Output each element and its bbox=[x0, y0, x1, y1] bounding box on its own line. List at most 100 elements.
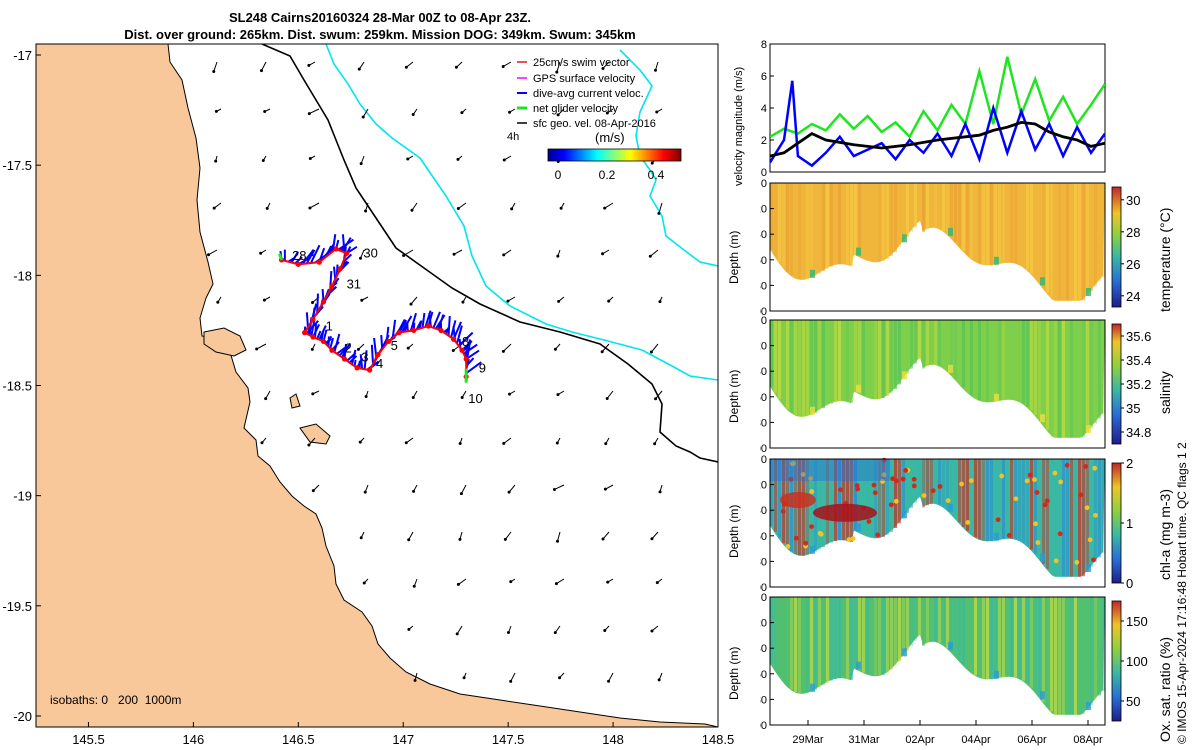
section-streak bbox=[918, 183, 921, 223]
velocity-arrow-head bbox=[404, 441, 408, 445]
section-streak bbox=[806, 320, 809, 417]
chl-point bbox=[911, 476, 917, 482]
current-vector bbox=[316, 330, 322, 340]
section-streak bbox=[930, 459, 933, 504]
day-label: 8 bbox=[462, 334, 469, 349]
section-streak bbox=[782, 183, 785, 268]
section-streak bbox=[1082, 183, 1085, 301]
velocity-arrow-head bbox=[456, 582, 460, 586]
velocity-arrow-head bbox=[212, 206, 216, 210]
velocity-arrow-head bbox=[358, 440, 362, 444]
velocity-arrow-head bbox=[600, 350, 604, 354]
section-deep-patch bbox=[994, 532, 999, 541]
velocity-arrow-head bbox=[456, 207, 460, 211]
chl-point bbox=[1052, 470, 1058, 476]
section-streak bbox=[974, 320, 977, 399]
track-point bbox=[385, 338, 392, 345]
section-streak bbox=[1042, 597, 1045, 702]
legend-glider: net glider velocity bbox=[533, 103, 618, 115]
section-streak bbox=[1046, 459, 1049, 569]
section-streak bbox=[1098, 183, 1101, 282]
section-deep-patch bbox=[1040, 691, 1045, 700]
current-vector bbox=[331, 234, 337, 252]
section-streak bbox=[990, 183, 993, 266]
section-streak bbox=[958, 183, 961, 247]
chl-point bbox=[793, 535, 799, 541]
section-streak bbox=[970, 459, 973, 535]
depth-tick-label: 40 bbox=[760, 643, 767, 655]
section-streak bbox=[982, 183, 985, 265]
current-vector bbox=[421, 312, 426, 328]
section-streak bbox=[814, 183, 817, 276]
section-streak bbox=[994, 597, 997, 679]
velocity-series-line bbox=[770, 56, 1105, 139]
velocity-arrow-head bbox=[264, 397, 268, 401]
section-streak bbox=[882, 183, 885, 261]
velocity-arrow-head bbox=[650, 537, 654, 541]
section-streak bbox=[1018, 183, 1021, 265]
depth-tick-label: 40 bbox=[760, 229, 767, 241]
current-vector bbox=[310, 319, 316, 337]
section-fill bbox=[770, 597, 1105, 715]
velocity-arrow-head bbox=[364, 209, 368, 213]
section-streak bbox=[1066, 320, 1069, 438]
velocity-arrow-head bbox=[655, 581, 659, 585]
map-xtick-label: 148 bbox=[602, 732, 624, 747]
section-streak bbox=[1082, 597, 1085, 715]
velocity-arrow-head bbox=[503, 537, 507, 541]
section-streak bbox=[1050, 597, 1053, 712]
velocity-arrow-head bbox=[311, 301, 315, 305]
depth-tick-label: 0 bbox=[761, 592, 767, 604]
current-vector bbox=[320, 330, 325, 341]
chl-point bbox=[888, 502, 894, 508]
velocity-arrow-head bbox=[411, 113, 415, 117]
chl-point bbox=[846, 537, 852, 542]
chl-point bbox=[999, 473, 1005, 479]
velocity-arrow-head bbox=[654, 397, 658, 401]
current-vector bbox=[447, 315, 451, 336]
chl-point bbox=[880, 479, 885, 484]
section-streak bbox=[894, 597, 897, 667]
section-streak bbox=[774, 597, 777, 670]
section-deep-patch bbox=[856, 384, 861, 393]
track-points bbox=[278, 246, 469, 383]
section-streak bbox=[910, 320, 913, 369]
section-streak bbox=[854, 459, 857, 531]
section-streak bbox=[870, 597, 873, 676]
depth-tick-label: 20 bbox=[760, 480, 767, 492]
velocity-arrow bbox=[208, 249, 218, 256]
section-streak bbox=[962, 459, 965, 527]
velocity-arrow-head bbox=[361, 115, 365, 119]
glider-start-velocity bbox=[278, 253, 283, 261]
velocity-arrow bbox=[308, 437, 316, 446]
section-streak bbox=[894, 459, 897, 529]
chl-point bbox=[1027, 472, 1033, 478]
chl-point bbox=[893, 478, 899, 484]
section-streak bbox=[1062, 183, 1065, 301]
chl-point bbox=[872, 490, 878, 496]
velocity-arrow-head bbox=[506, 299, 510, 303]
section-streak bbox=[1082, 320, 1085, 438]
velocity-arrow-head bbox=[603, 206, 607, 210]
section-streak bbox=[902, 183, 905, 243]
section-streak bbox=[1026, 320, 1029, 407]
velocity-arrow-head bbox=[554, 582, 558, 586]
velocity-arrow-head bbox=[411, 396, 415, 400]
map-xtick-label: 146 bbox=[183, 732, 205, 747]
section-streak bbox=[902, 320, 905, 380]
section-streak bbox=[970, 183, 973, 259]
section-streak bbox=[1030, 183, 1033, 274]
section-streak bbox=[1050, 320, 1053, 435]
section-frame bbox=[769, 319, 1106, 449]
chl-max-patch bbox=[813, 503, 877, 522]
day-label: 10 bbox=[468, 391, 482, 406]
current-vector bbox=[380, 334, 384, 350]
colorbar-tick-2: 0.4 bbox=[648, 168, 665, 182]
section-streak bbox=[854, 320, 857, 392]
imos-credit: © IMOS 15-Apr-2024 17:16:48 Hobart time.… bbox=[1175, 442, 1189, 744]
section-streak bbox=[1014, 320, 1017, 401]
section-streak bbox=[874, 597, 877, 677]
section-streak bbox=[1082, 459, 1085, 577]
section-streak bbox=[822, 320, 825, 408]
section-streak bbox=[1094, 320, 1097, 424]
